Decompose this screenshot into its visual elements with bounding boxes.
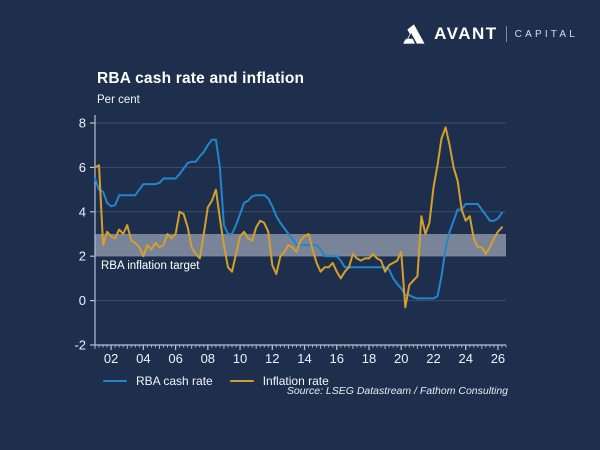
- inflation-target-band-label: RBA inflation target: [101, 260, 200, 272]
- legend-item-cash-rate: RBA cash rate: [103, 374, 213, 388]
- chart-unit-label: Per cent: [97, 94, 140, 106]
- legend-item-inflation: Inflation rate: [229, 374, 329, 388]
- x-tick-label-14: 14: [297, 351, 311, 366]
- legend-label-inflation: Inflation rate: [262, 374, 329, 388]
- legend-label-cash-rate: RBA cash rate: [136, 374, 213, 388]
- x-tick-label-16: 16: [330, 351, 344, 366]
- avant-logo-icon: [403, 24, 425, 44]
- y-tick-label-0: 0: [79, 293, 86, 308]
- x-tick-label-06: 06: [168, 351, 182, 366]
- brand-name: AVANT: [434, 24, 498, 43]
- brand-suffix: CAPITAL: [514, 28, 578, 40]
- x-tick-label-26: 26: [491, 351, 505, 366]
- cash-rate-line: [94, 138, 503, 300]
- x-tick-label-08: 08: [201, 351, 215, 366]
- y-tick-label-4: 4: [79, 204, 86, 219]
- inflation-line: [94, 126, 503, 309]
- x-tick-label-04: 04: [136, 351, 150, 366]
- y-tick-label-6: 6: [79, 160, 86, 175]
- brand-divider: [505, 26, 507, 42]
- chart-title: RBA cash rate and inflation: [97, 70, 305, 87]
- x-tick-label-20: 20: [394, 351, 408, 366]
- x-tick-label-18: 18: [362, 351, 376, 366]
- x-tick-label-02: 02: [104, 351, 118, 366]
- x-tick-label-24: 24: [458, 351, 472, 366]
- cash-rate-swatch: [103, 379, 127, 383]
- source-note: Source: LSEG Datastream / Fathom Consult…: [286, 385, 508, 397]
- x-tick-label-12: 12: [265, 351, 279, 366]
- x-tick-label-10: 10: [233, 351, 247, 366]
- y-tick-label-8: 8: [79, 116, 86, 131]
- inflation-swatch: [229, 379, 254, 383]
- x-tick-label-22: 22: [426, 351, 440, 366]
- y-tick-label--2: -2: [74, 338, 86, 353]
- chart-legend: RBA cash rate Inflation rate: [103, 374, 329, 388]
- y-tick-label-2: 2: [79, 249, 86, 264]
- brand-logo: AVANT CAPITAL: [401, 21, 578, 47]
